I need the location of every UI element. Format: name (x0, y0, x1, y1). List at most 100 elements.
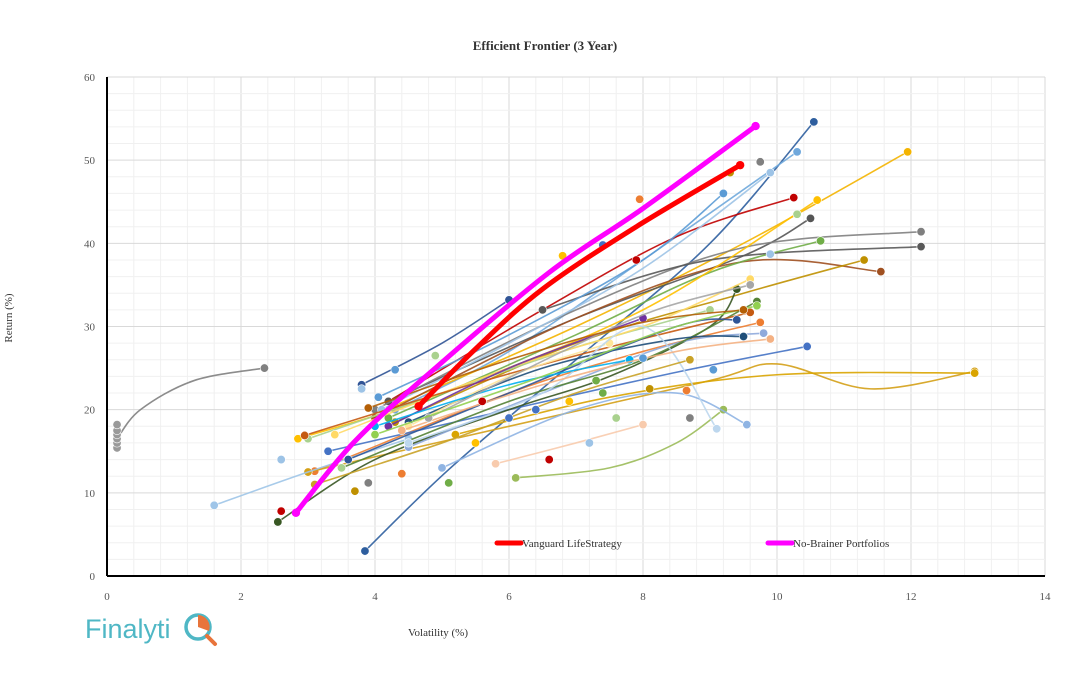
series-point (397, 425, 407, 435)
series-point (792, 147, 802, 157)
series-point (876, 267, 886, 277)
series-line (381, 172, 771, 411)
y-tick-label: 50 (84, 155, 96, 167)
series-line (374, 304, 758, 436)
series-point (437, 463, 447, 473)
series-point (511, 473, 521, 483)
data-point (350, 486, 360, 496)
data-point (276, 506, 286, 516)
data-point (591, 376, 601, 386)
background-series (112, 117, 980, 556)
x-tick-label: 0 (104, 591, 110, 603)
series-point (755, 317, 765, 327)
series-point (537, 305, 547, 315)
series-point (752, 301, 762, 311)
data-point (645, 384, 655, 394)
extra-points (112, 157, 802, 516)
series-line (364, 121, 815, 552)
series-point (300, 430, 310, 440)
data-point (444, 478, 454, 488)
series-point (916, 227, 926, 237)
x-tick-label: 6 (506, 591, 512, 603)
data-point (682, 386, 692, 396)
series-line (495, 423, 644, 465)
series-point (789, 193, 799, 203)
y-tick-label: 10 (84, 488, 96, 500)
series-point (916, 242, 926, 252)
series-line (441, 391, 748, 469)
chart-title: Efficient Frontier (3 Year) (473, 38, 618, 53)
data-point (708, 365, 718, 375)
x-axis-label: Volatility (%) (408, 627, 468, 639)
series-line (361, 299, 510, 386)
x-tick-label: 2 (238, 591, 244, 603)
data-point (598, 388, 608, 398)
series-point (732, 315, 742, 325)
series-line (378, 192, 724, 398)
series-point (802, 341, 812, 351)
series-point (638, 420, 648, 430)
series-point (970, 368, 980, 378)
data-point (112, 420, 122, 430)
data-point (504, 413, 514, 423)
data-point (564, 396, 574, 406)
series-line (116, 367, 265, 440)
series-line (394, 151, 798, 411)
data-point (363, 478, 373, 488)
series-point (759, 328, 769, 338)
series-point (370, 430, 380, 440)
series-point (903, 147, 913, 157)
series-point (373, 392, 383, 402)
series-point (403, 438, 413, 448)
series-line (374, 258, 881, 419)
series-line (307, 309, 711, 440)
data-point (611, 413, 621, 423)
series-point (360, 546, 370, 556)
x-tick-label: 4 (372, 591, 378, 603)
highlight-series-point (751, 121, 760, 131)
data-point (635, 194, 645, 204)
highlight-series (291, 121, 760, 517)
highlight-series-point (735, 160, 745, 170)
data-point (531, 405, 541, 415)
data-point (470, 438, 480, 448)
series-line (368, 309, 744, 409)
axes (106, 77, 1045, 577)
highlight-series-line (416, 162, 743, 409)
series-point (816, 236, 826, 246)
data-point (638, 353, 648, 363)
series-point (765, 168, 775, 178)
legend: Vanguard LifeStrategy No-Brainer Portfol… (494, 538, 889, 550)
series-point (718, 188, 728, 198)
data-point (276, 455, 286, 465)
data-point (357, 384, 367, 394)
series-line (277, 288, 738, 523)
series-point (259, 363, 269, 373)
series-point (330, 430, 340, 440)
series-point (363, 403, 373, 413)
highlight-series-point (414, 402, 423, 411)
legend-vanguard-label: Vanguard LifeStrategy (522, 538, 622, 550)
series-point (323, 446, 333, 456)
y-tick-label: 30 (84, 322, 96, 334)
logo-q-magnifier-icon (184, 613, 217, 646)
series-point (738, 305, 748, 315)
data-point (430, 351, 440, 361)
highlight-series-line (293, 123, 759, 516)
series-line (401, 338, 771, 432)
data-point (765, 249, 775, 259)
data-point (397, 469, 407, 479)
highlight-series-point (291, 508, 301, 517)
y-axis-label: Return (%) (3, 293, 15, 343)
series-point (859, 255, 869, 265)
legend-nobrainer-label: No-Brainer Portfolios (793, 538, 889, 550)
y-tick-label: 40 (84, 238, 96, 250)
series-line (314, 358, 691, 486)
finalytiq-logo: Finalyti (85, 613, 217, 646)
x-tick-label: 8 (640, 591, 646, 603)
series-line (408, 325, 718, 444)
series-point (805, 213, 815, 223)
data-point (336, 463, 346, 473)
data-point (477, 396, 487, 406)
